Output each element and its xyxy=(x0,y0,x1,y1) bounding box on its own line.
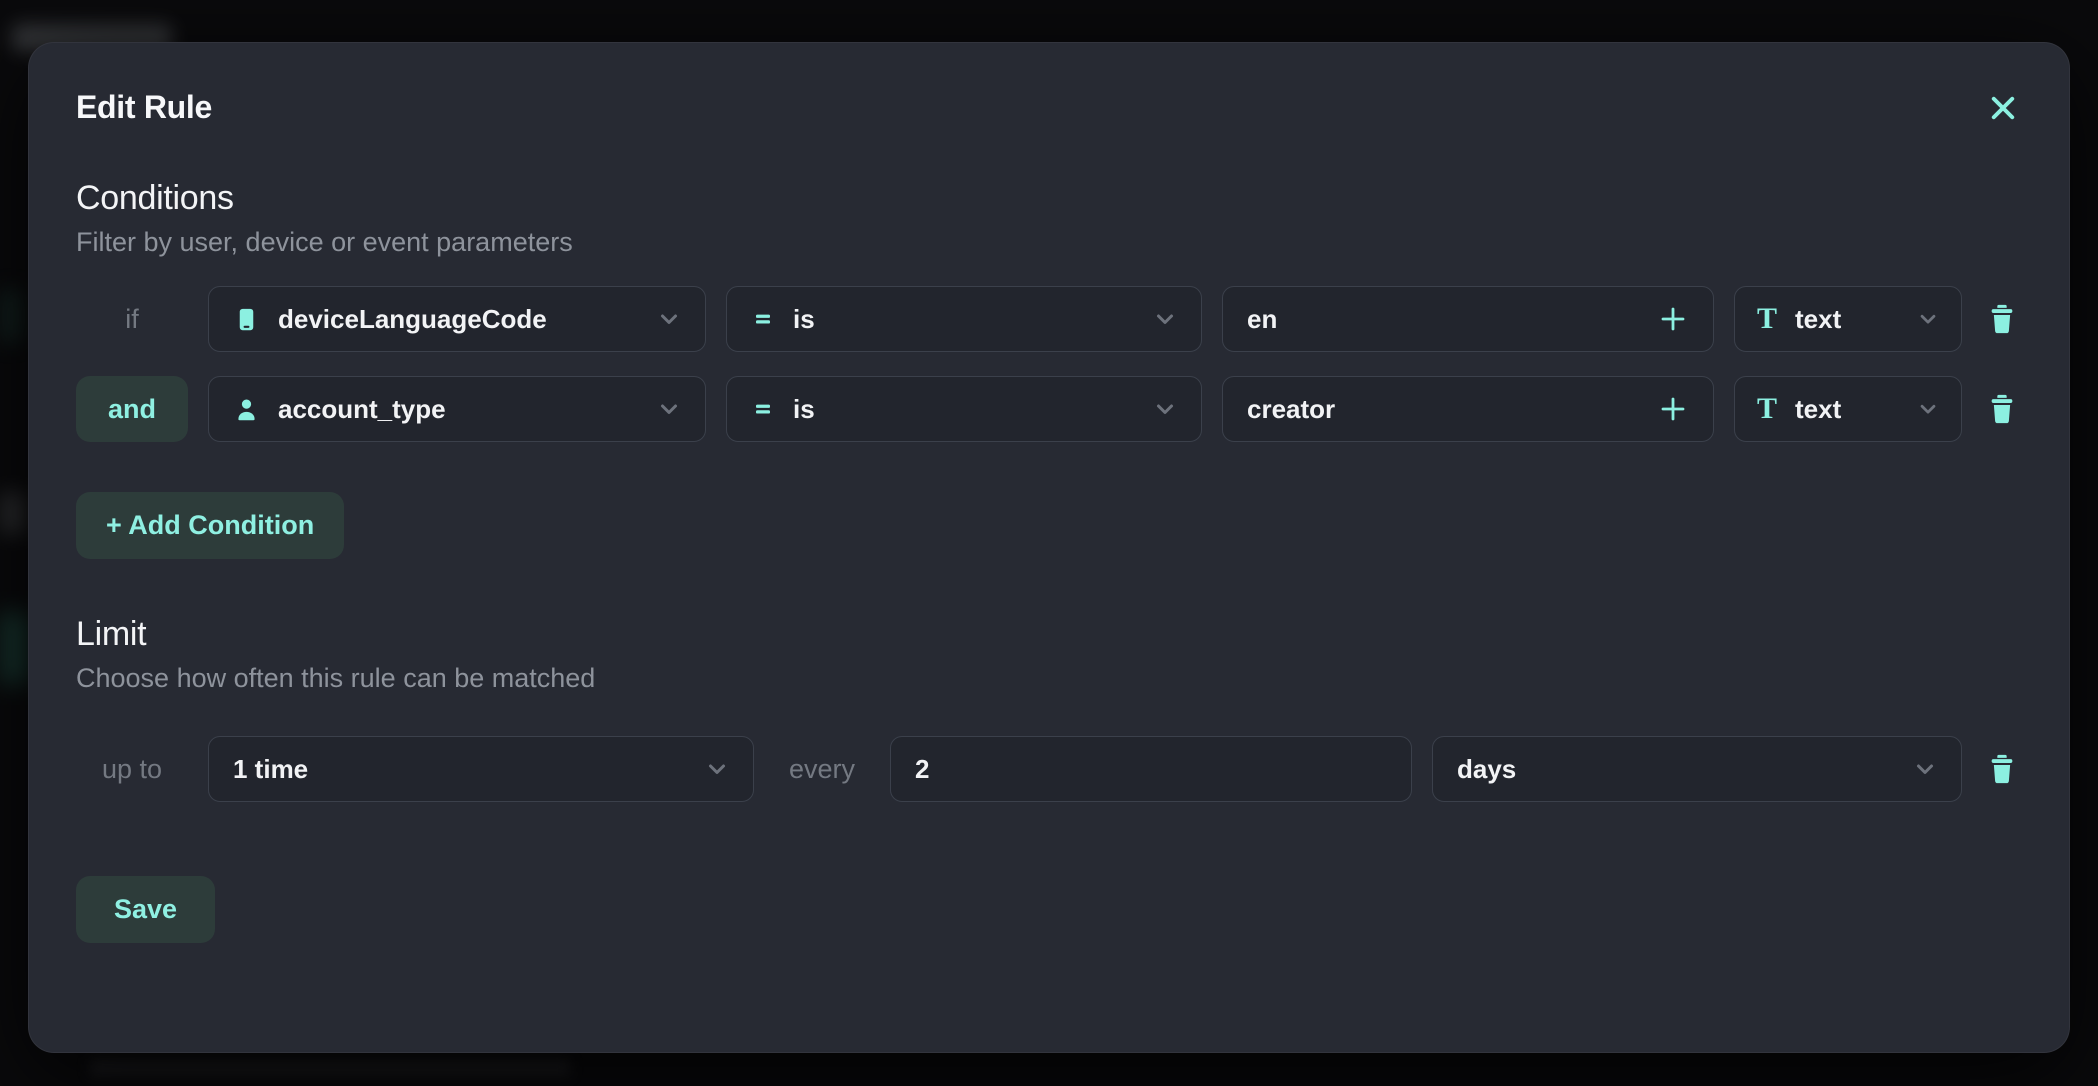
condition-row: if deviceLanguageCode is xyxy=(76,286,2022,352)
backdrop-blur-artifact xyxy=(90,1058,570,1076)
chevron-down-icon xyxy=(1917,308,1939,330)
backdrop-blur-artifact xyxy=(0,492,26,534)
backdrop-blur-artifact xyxy=(0,612,30,684)
user-icon xyxy=(233,396,260,423)
chevron-down-icon xyxy=(1153,397,1177,421)
save-button[interactable]: Save xyxy=(76,876,216,943)
connector-and-button[interactable]: and xyxy=(76,376,188,442)
device-phone-icon xyxy=(233,306,260,333)
equals-icon xyxy=(751,307,775,331)
chevron-down-icon xyxy=(705,757,729,781)
condition-row: and account_type is xyxy=(76,376,2022,442)
close-button[interactable] xyxy=(1984,89,2022,127)
backdrop-blur-artifact xyxy=(0,290,22,342)
limit-count-select[interactable]: 1 time xyxy=(208,736,754,802)
trash-icon xyxy=(1987,753,2017,785)
add-value-button[interactable] xyxy=(1657,393,1689,425)
value-input-box xyxy=(1222,286,1714,352)
delete-condition-button[interactable] xyxy=(1982,393,2022,425)
text-type-icon: T xyxy=(1757,392,1778,425)
up-to-label: up to xyxy=(101,753,163,784)
value-input[interactable] xyxy=(1247,393,1657,425)
limit-row: up to 1 time every days xyxy=(76,736,2022,802)
plus-icon xyxy=(1657,303,1689,335)
text-type-icon: T xyxy=(1757,302,1778,335)
delete-limit-button[interactable] xyxy=(1982,753,2022,785)
limit-count-value: 1 time xyxy=(233,753,309,784)
trash-icon xyxy=(1987,303,2017,335)
value-input[interactable] xyxy=(1247,303,1657,335)
add-value-button[interactable] xyxy=(1657,303,1689,335)
limit-unit-select[interactable]: days xyxy=(1432,736,1962,802)
conditions-section: Conditions Filter by user, device or eve… xyxy=(76,179,2022,559)
type-select[interactable]: T text xyxy=(1734,376,1962,442)
parameter-label: deviceLanguageCode xyxy=(278,303,547,334)
chevron-down-icon xyxy=(1913,757,1937,781)
value-input-box xyxy=(1222,376,1714,442)
conditions-subtitle: Filter by user, device or event paramete… xyxy=(76,227,573,257)
trash-icon xyxy=(1987,393,2017,425)
conditions-heading: Conditions xyxy=(76,179,234,217)
operator-select[interactable]: is xyxy=(726,376,1202,442)
operator-label: is xyxy=(793,303,815,334)
limit-unit-value: days xyxy=(1457,753,1517,784)
interval-input[interactable] xyxy=(915,753,1387,785)
operator-select[interactable]: is xyxy=(726,286,1202,352)
type-label: text xyxy=(1795,303,1842,334)
page-title: Edit Rule xyxy=(76,89,212,125)
type-label: text xyxy=(1795,393,1842,424)
interval-input-box xyxy=(890,736,1412,802)
edit-rule-modal: Edit Rule Conditions Filter by user, dev… xyxy=(28,42,2070,1053)
limit-section: Limit Choose how often this rule can be … xyxy=(76,615,2022,802)
type-select[interactable]: T text xyxy=(1734,286,1962,352)
delete-condition-button[interactable] xyxy=(1982,303,2022,335)
parameter-label: account_type xyxy=(278,393,446,424)
close-icon xyxy=(1988,93,2018,123)
condition-rows: if deviceLanguageCode is xyxy=(76,286,2022,442)
chevron-down-icon xyxy=(1153,307,1177,331)
add-condition-button[interactable]: + Add Condition xyxy=(76,492,345,559)
equals-icon xyxy=(751,397,775,421)
parameter-select[interactable]: account_type xyxy=(208,376,706,442)
operator-label: is xyxy=(793,393,815,424)
every-label: every xyxy=(788,753,856,784)
parameter-select[interactable]: deviceLanguageCode xyxy=(208,286,706,352)
modal-header: Edit Rule xyxy=(76,89,2022,127)
plus-icon xyxy=(1657,393,1689,425)
limit-heading: Limit xyxy=(76,615,147,653)
if-label: if xyxy=(125,303,139,334)
chevron-down-icon xyxy=(657,397,681,421)
chevron-down-icon xyxy=(657,307,681,331)
chevron-down-icon xyxy=(1917,398,1939,420)
limit-subtitle: Choose how often this rule can be matche… xyxy=(76,663,596,693)
